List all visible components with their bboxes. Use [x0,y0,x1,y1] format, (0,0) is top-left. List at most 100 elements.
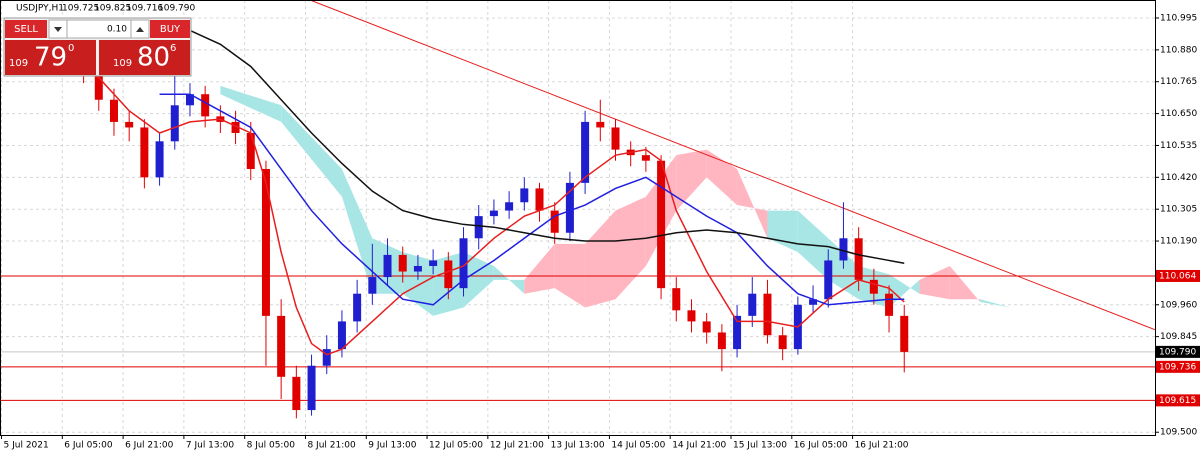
candle-body [778,335,787,350]
candle-body [854,238,863,280]
price-label: 109.736 [1159,362,1196,372]
x-tick-label: 14 Jul 21:00 [672,441,726,451]
candle-body [109,99,118,122]
candle-body [368,277,377,294]
x-tick-label: 16 Jul 05:00 [794,441,848,451]
bid-main: 79 [34,43,67,73]
candle-body [307,365,316,411]
y-tick-label: 109.845 [1160,332,1197,342]
sell-button[interactable] [5,20,47,38]
candle-body [292,376,301,411]
candle-body [672,288,681,311]
candle-body [246,132,255,170]
candle-body [170,105,179,142]
x-tick-label: 8 Jul 05:00 [247,441,296,451]
buy-button[interactable] [150,20,190,38]
trend-line [309,0,1156,331]
candle-body [474,216,483,239]
plot-area [0,0,1156,435]
candle-body [900,315,909,352]
candle-body [550,210,559,233]
candle-body [125,121,134,128]
candle-body [869,279,878,294]
candle-body [505,202,514,211]
candle-body [702,321,711,333]
open: 109.725 [62,4,99,14]
y-tick-label: 110.190 [1160,237,1197,247]
y-tick-label: 110.650 [1160,109,1197,119]
candle-body [717,332,726,350]
cloud [220,85,282,122]
y-tick-label: 110.995 [1160,14,1197,24]
bid-box[interactable] [5,40,96,75]
cloud [585,210,616,308]
candle-body [824,260,833,300]
candle-body [885,293,894,316]
candle-body [748,293,757,316]
ask-main: 80 [137,43,170,73]
ask-big: 109 [113,58,132,69]
candle-body [565,182,574,233]
candle-body [231,121,240,133]
price-label-bg [1156,345,1200,358]
cloud [706,149,738,206]
candle-body [337,321,346,350]
cloud [524,243,555,294]
candle-body [398,254,407,272]
y-tick-label: 110.880 [1160,45,1197,55]
price-label: 109.790 [1159,347,1196,357]
price-label-bg [1156,394,1200,407]
candle-body [733,315,742,350]
cloud [281,105,342,197]
x-tick-label: 7 Jul 13:00 [186,441,235,451]
buy-label: BUY [160,24,181,35]
bid-big: 109 [9,58,28,69]
moving-average [68,60,905,356]
y-tick-label: 109.500 [1160,428,1197,438]
candle-body [657,160,666,289]
y-tick-label: 110.420 [1160,173,1197,183]
candle-body [322,349,331,366]
price-label: 110.064 [1159,271,1196,281]
candle-body [155,141,164,178]
x-tick-label: 6 Jul 05:00 [64,441,113,451]
candle-body [353,293,362,322]
candle-body [413,265,422,272]
candle-body [277,315,286,377]
plot-border [0,0,1156,436]
volume-value: 0.10 [107,25,127,35]
y-tick-label: 110.765 [1160,77,1197,87]
candle-body [94,72,103,100]
cloud [919,265,950,300]
price-label-bg [1156,360,1200,373]
ask-box[interactable] [99,40,190,75]
cloud [493,265,525,294]
candle-body [839,238,848,261]
cloud [676,149,707,211]
x-tick-label: 12 Jul 05:00 [429,441,483,451]
sell-label: SELL [14,24,38,35]
x-tick-label: 8 Jul 21:00 [307,441,356,451]
x-tick-label: 9 Jul 13:00 [368,441,417,451]
candle-body [611,127,620,150]
candle-body [429,260,438,266]
x-tick-label: 14 Jul 05:00 [611,441,665,451]
cloud [949,265,981,303]
low: 109.716 [126,4,163,14]
candle-body [261,169,270,316]
high: 109.825 [94,4,131,14]
candle-body [641,155,650,161]
close: 109.790 [158,4,195,14]
price-label-bg [1156,269,1200,282]
x-tick-label: 15 Jul 13:00 [733,441,787,451]
candle-body [459,238,468,289]
y-tick-label: 110.305 [1160,205,1197,215]
cloud [615,196,646,300]
header: USDJPY,H1 109.725 109.825 109.716 109.79… [16,4,195,14]
x-tick-label: 13 Jul 13:00 [551,441,605,451]
cloud [737,169,768,239]
arrow-icon [136,27,144,32]
cloud [402,252,434,316]
